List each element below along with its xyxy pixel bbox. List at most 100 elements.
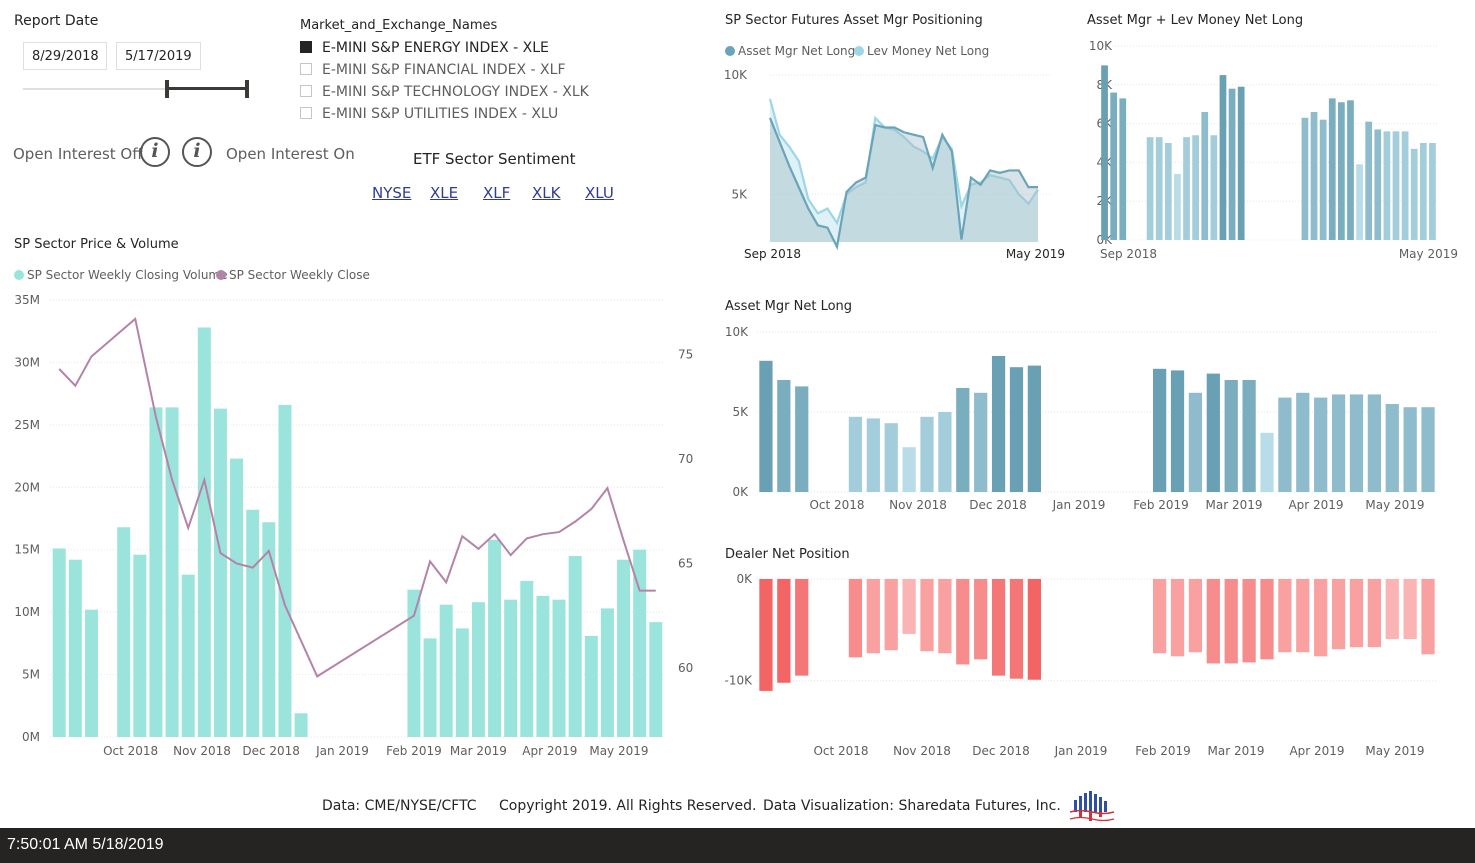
bar — [1301, 117, 1309, 240]
date-slider-start-handle[interactable] — [165, 80, 169, 98]
status-timestamp: 7:50:01 AM 5/18/2019 — [7, 836, 164, 853]
bar — [1392, 131, 1400, 240]
x-tick-label: Nov 2018 — [893, 744, 951, 758]
market-filter-title: Market_and_Exchange_Names — [300, 18, 498, 33]
legend-volume[interactable]: SP Sector Weekly Closing Volume — [14, 268, 228, 282]
bar — [1314, 397, 1328, 492]
asset-mgr-net-long-chart: 0K 5K 10K Oct 2018 Nov 2018 Dec 2018 Jan 2019 F… — [725, 325, 1437, 512]
bar — [1383, 131, 1391, 240]
legend-label: Asset Mgr Net Long — [738, 44, 856, 58]
bar — [795, 579, 809, 676]
x-tick-label: Sep 2018 — [1100, 247, 1157, 261]
bar — [1164, 143, 1172, 240]
bar — [956, 388, 970, 492]
start-date-input[interactable]: 8/29/2018 — [23, 42, 107, 70]
etf-link-nyse[interactable]: NYSE — [372, 184, 412, 202]
etf-link-xlf[interactable]: XLF — [483, 184, 511, 202]
x-tick-label: May 2019 — [1399, 247, 1458, 261]
bar — [1385, 579, 1399, 640]
bar — [1242, 579, 1256, 663]
y-tick-label: 0M — [22, 730, 40, 744]
etf-link-xle[interactable]: XLE — [430, 184, 459, 202]
bar — [1183, 137, 1190, 240]
y-tick-label: 10M — [14, 605, 40, 619]
bar — [1401, 131, 1409, 240]
market-option-xlu[interactable]: E-MINI S&P UTILITIES INDEX - XLU — [300, 106, 558, 126]
volume-bar — [504, 599, 518, 737]
checkbox-icon — [300, 63, 312, 75]
volume-bar — [246, 509, 260, 737]
info-icon-on[interactable]: i — [182, 137, 212, 167]
market-option-xle[interactable]: E-MINI S&P ENERGY INDEX - XLE — [300, 40, 549, 60]
volume-bar — [520, 580, 534, 737]
bar — [1027, 365, 1041, 492]
etf-link-xlk[interactable]: XLK — [532, 184, 561, 202]
asset-mgr-area — [770, 117, 1038, 247]
bar — [1349, 579, 1364, 648]
x-tick-label: Oct 2018 — [103, 744, 158, 758]
bar — [902, 579, 916, 634]
y-tick-label: 10K — [724, 68, 748, 82]
volume-bar — [407, 589, 421, 737]
x-tick-label: Mar 2019 — [1208, 744, 1265, 758]
x-tick-label: Apr 2019 — [1289, 744, 1344, 758]
bar — [938, 579, 952, 654]
bar — [1206, 373, 1220, 492]
bar — [956, 579, 970, 665]
volume-bar — [439, 604, 453, 737]
volume-bar — [294, 713, 308, 737]
bar — [848, 416, 863, 492]
date-slider-end-handle[interactable] — [245, 80, 249, 98]
bar — [1237, 86, 1245, 240]
market-option-xlf[interactable]: E-MINI S&P FINANCIAL INDEX - XLF — [300, 62, 566, 82]
bar — [884, 423, 898, 492]
volume-bar — [600, 608, 614, 737]
open-interest-on-label: Open Interest On — [226, 145, 355, 163]
bar — [1146, 137, 1154, 240]
x-tick-label: Sep 2018 — [744, 247, 801, 261]
x-tick-label: May 2019 — [589, 744, 648, 758]
market-option-xlk[interactable]: E-MINI S&P TECHNOLOGY INDEX - XLK — [300, 84, 589, 104]
market-option-label: E-MINI S&P FINANCIAL INDEX - XLF — [322, 62, 566, 78]
bar — [1349, 394, 1364, 492]
bar — [777, 579, 791, 683]
bar — [920, 416, 934, 492]
bar — [1365, 121, 1373, 240]
y-right-tick-label: 70 — [678, 452, 693, 466]
volume-bar — [52, 548, 66, 737]
y-tick-label: -10K — [725, 674, 754, 688]
y-tick-label: 5K — [732, 405, 749, 419]
y-tick-label: 0K — [732, 485, 749, 499]
bar — [1419, 143, 1427, 240]
bar — [1153, 579, 1167, 654]
x-tick-label: Dec 2018 — [969, 498, 1027, 512]
volume-bar — [633, 549, 647, 737]
volume-bar — [536, 595, 550, 737]
footer-source: Data: CME/NYSE/CFTC — [322, 798, 477, 814]
bar — [1278, 579, 1292, 653]
x-tick-label: Oct 2018 — [809, 498, 864, 512]
y-tick-label: 35M — [14, 293, 40, 307]
legend-lev-money[interactable]: Lev Money Net Long — [854, 44, 989, 58]
bar — [1367, 579, 1381, 648]
x-tick-label: Mar 2019 — [450, 744, 507, 758]
legend-close[interactable]: SP Sector Weekly Close — [216, 268, 370, 282]
legend-label: Lev Money Net Long — [867, 44, 990, 58]
bar — [1314, 579, 1328, 657]
info-icon-off[interactable]: i — [140, 137, 170, 167]
end-date-input[interactable]: 5/17/2019 — [116, 42, 201, 70]
etf-link-xlu[interactable]: XLU — [585, 184, 614, 202]
y-right-tick-label: 65 — [678, 556, 693, 570]
date-slider-track — [23, 88, 249, 90]
legend-label: SP Sector Weekly Closing Volume — [27, 268, 228, 282]
volume-bar — [68, 559, 82, 737]
volume-bar — [117, 527, 131, 737]
x-tick-label: Feb 2019 — [1133, 498, 1189, 512]
volume-bar — [423, 638, 437, 737]
lev-money-line — [768, 98, 1039, 226]
x-tick-label: Nov 2018 — [173, 744, 231, 758]
legend-asset-mgr[interactable]: Asset Mgr Net Long — [725, 44, 855, 58]
y-right-tick-label: 60 — [678, 661, 693, 675]
x-tick-label: Nov 2018 — [889, 498, 947, 512]
y-tick-label: 25M — [14, 418, 40, 432]
